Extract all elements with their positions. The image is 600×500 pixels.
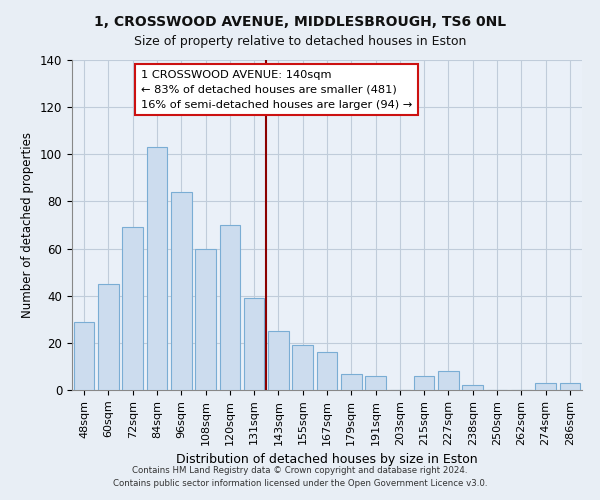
Bar — [463, 386, 483, 390]
X-axis label: Distribution of detached houses by size in Eston: Distribution of detached houses by size … — [176, 453, 478, 466]
Bar — [195, 248, 216, 390]
Bar — [560, 383, 580, 390]
Text: 1, CROSSWOOD AVENUE, MIDDLESBROUGH, TS6 0NL: 1, CROSSWOOD AVENUE, MIDDLESBROUGH, TS6 … — [94, 15, 506, 29]
Bar — [220, 225, 240, 390]
Bar — [98, 284, 119, 390]
Bar — [365, 376, 386, 390]
Text: Contains HM Land Registry data © Crown copyright and database right 2024.
Contai: Contains HM Land Registry data © Crown c… — [113, 466, 487, 487]
Bar — [438, 371, 459, 390]
Bar — [414, 376, 434, 390]
Bar — [292, 345, 313, 390]
Text: 1 CROSSWOOD AVENUE: 140sqm
← 83% of detached houses are smaller (481)
16% of sem: 1 CROSSWOOD AVENUE: 140sqm ← 83% of deta… — [141, 70, 412, 110]
Bar — [317, 352, 337, 390]
Bar — [74, 322, 94, 390]
Text: Size of property relative to detached houses in Eston: Size of property relative to detached ho… — [134, 35, 466, 48]
Y-axis label: Number of detached properties: Number of detached properties — [22, 132, 34, 318]
Bar — [146, 147, 167, 390]
Bar — [122, 228, 143, 390]
Bar — [244, 298, 265, 390]
Bar — [535, 383, 556, 390]
Bar — [341, 374, 362, 390]
Bar — [268, 331, 289, 390]
Bar — [171, 192, 191, 390]
